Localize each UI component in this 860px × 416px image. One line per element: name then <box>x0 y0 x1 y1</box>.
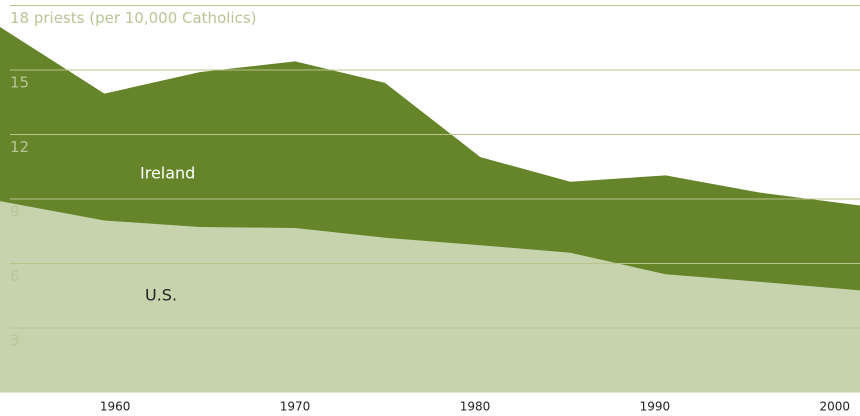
y-tick-label: 18 priests (per 10,000 Catholics) <box>10 9 257 27</box>
y-tick-label: 9 <box>10 203 20 221</box>
x-tick-label: 1960 <box>100 400 131 414</box>
x-tick-label: 1980 <box>460 400 491 414</box>
series-label: U.S. <box>145 286 177 305</box>
y-tick-label: 3 <box>10 332 20 350</box>
series-label: Ireland <box>140 164 195 183</box>
y-tick-label: 6 <box>10 267 20 285</box>
y-tick-label: 15 <box>10 74 29 92</box>
x-tick-label: 2000 <box>820 400 851 414</box>
area <box>0 201 860 393</box>
y-tick-label: 12 <box>10 138 29 156</box>
x-tick-label: 1990 <box>640 400 671 414</box>
x-tick-label: 1970 <box>280 400 311 414</box>
